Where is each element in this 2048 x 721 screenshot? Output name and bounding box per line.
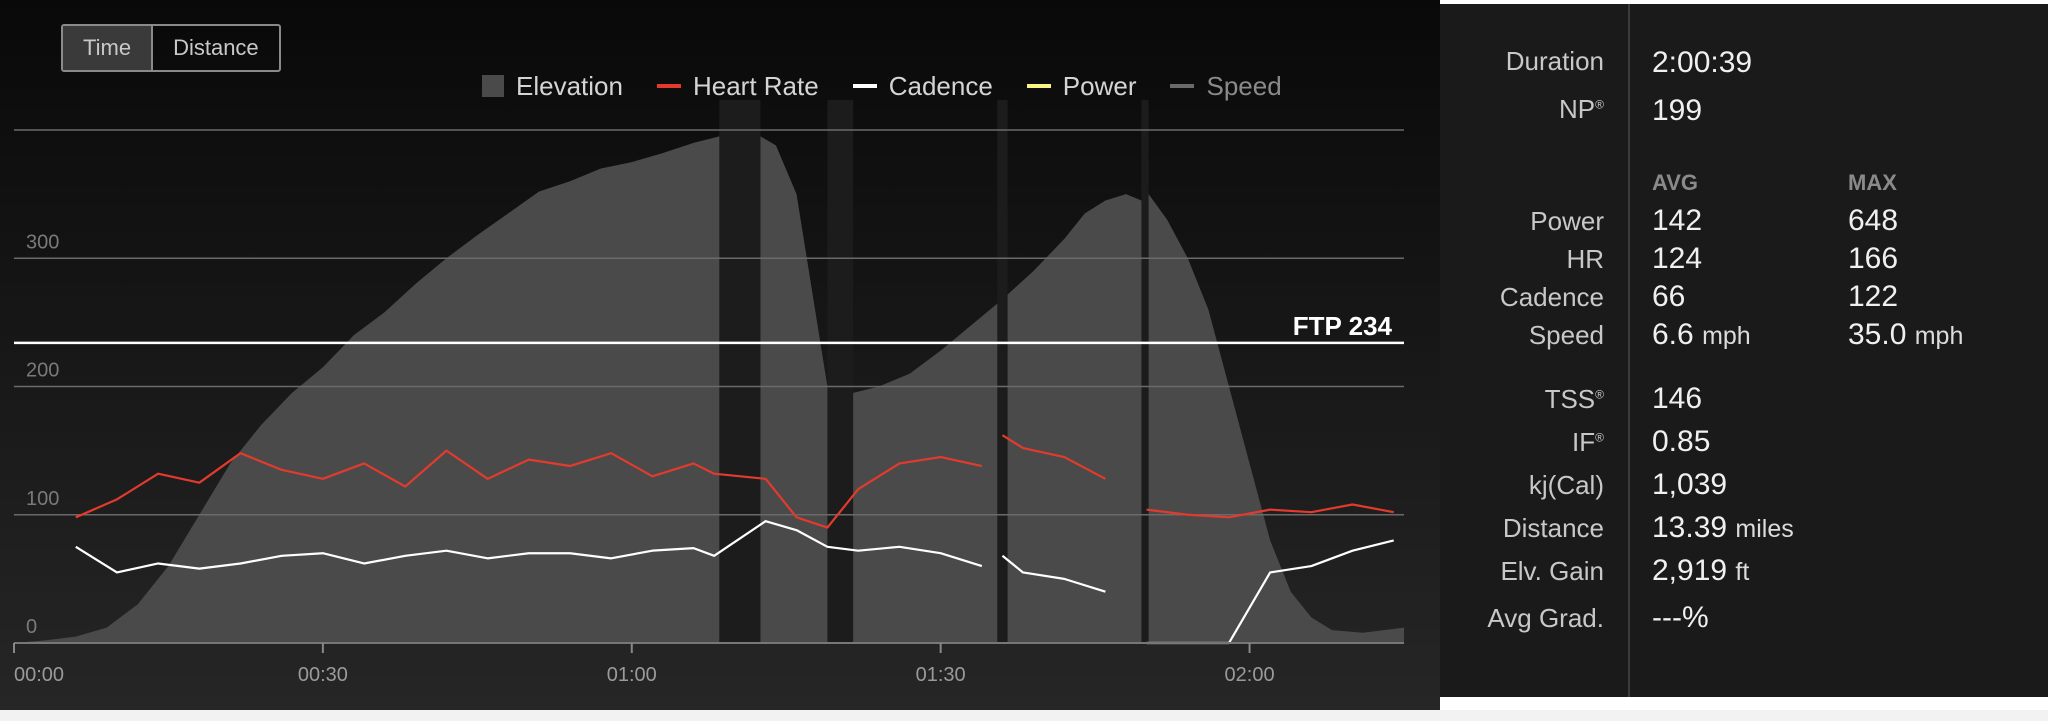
tss-value: 146 <box>1652 382 1703 415</box>
heart-rate-swatch <box>656 84 681 88</box>
elv-gain-value: 2,919 ft <box>1652 554 1750 587</box>
legend-elevation[interactable]: Elevation <box>482 71 623 102</box>
x-tick-label-0: 00:00 <box>14 664 64 686</box>
cadence-max: 122 <box>1848 280 1899 313</box>
avg-grad-label: Avg Grad. <box>1487 603 1604 633</box>
cadence-label: Cadence <box>1499 282 1604 312</box>
speed-label: Speed <box>1528 320 1604 350</box>
y-tick-200: 200 <box>26 360 59 382</box>
x-tick-label-2: 01:00 <box>607 664 657 686</box>
power-label: Power <box>1530 206 1604 236</box>
legend-heart-rate[interactable]: Heart Rate <box>656 70 819 102</box>
elevation-area <box>14 136 1404 643</box>
stats-divider <box>1628 4 1630 697</box>
y-tick-100: 100 <box>26 488 59 510</box>
ftp-label: FTP 234 <box>1293 311 1393 341</box>
legend-speed[interactable]: Speed <box>1170 70 1282 102</box>
data-gap-2 <box>997 100 1008 643</box>
max-header: MAX <box>1848 170 1897 195</box>
if-label: IF® <box>1572 427 1604 457</box>
duration-value: 2:00:39 <box>1652 46 1753 79</box>
distance-label: Distance <box>1502 513 1604 543</box>
hr-max: 166 <box>1848 242 1899 275</box>
data-gap-0 <box>719 100 761 643</box>
if-value: 0.85 <box>1652 425 1711 458</box>
data-gap-3 <box>1141 100 1149 643</box>
np-label: NP® <box>1559 94 1604 124</box>
time-distance-toggle: Time Distance <box>61 24 281 72</box>
distance-value: 13.39 miles <box>1652 511 1794 544</box>
elv-gain-label: Elv. Gain <box>1500 556 1604 586</box>
activity-chart: 0 100 200 300 FTP 234 00:00 00:30 01:00 01:30 02:… <box>13 100 1404 686</box>
x-tick-label-3: 01:30 <box>916 664 966 686</box>
legend-speed-label: Speed <box>1206 70 1282 101</box>
y-tick-300: 300 <box>26 231 59 253</box>
kj-value: 1,039 <box>1652 468 1728 501</box>
hr-label: HR <box>1566 244 1604 274</box>
cadence-avg: 66 <box>1652 280 1686 313</box>
distance-toggle-button[interactable]: Distance <box>173 35 259 60</box>
power-max: 648 <box>1848 204 1899 237</box>
cadence-swatch <box>852 84 877 88</box>
kj-label: kj(Cal) <box>1528 470 1604 500</box>
x-tick-label-4: 02:00 <box>1225 664 1275 686</box>
duration-label: Duration <box>1505 46 1604 76</box>
heart-rate-line <box>75 434 1394 529</box>
stats-panel <box>1440 4 2048 697</box>
tss-label: TSS® <box>1544 384 1604 414</box>
power-swatch <box>1026 84 1051 88</box>
speed-swatch <box>1170 84 1195 88</box>
avg-header: AVG <box>1652 170 1699 195</box>
avg-grad-value: ---% <box>1652 601 1709 634</box>
chart-legend: Elevation Heart Rate Cadence Power Speed <box>482 66 1316 106</box>
power-avg: 142 <box>1652 204 1703 237</box>
speed-avg: 6.6 mph <box>1652 318 1751 351</box>
elevation-swatch <box>482 75 504 97</box>
time-toggle-button[interactable]: Time <box>63 26 154 70</box>
y-tick-0: 0 <box>26 616 37 638</box>
speed-max: 35.0 mph <box>1848 318 1964 351</box>
data-gap-1 <box>827 100 854 643</box>
legend-cadence-label: Cadence <box>888 70 993 101</box>
hr-avg: 124 <box>1652 242 1703 275</box>
bottom-strip <box>0 710 2048 721</box>
legend-power[interactable]: Power <box>1026 70 1137 102</box>
legend-elevation-label: Elevation <box>516 70 623 101</box>
legend-cadence[interactable]: Cadence <box>852 70 993 102</box>
x-tick-label-1: 00:30 <box>298 664 348 686</box>
legend-power-label: Power <box>1062 70 1137 101</box>
np-value: 199 <box>1652 94 1703 127</box>
legend-heart-rate-label: Heart Rate <box>692 70 819 101</box>
